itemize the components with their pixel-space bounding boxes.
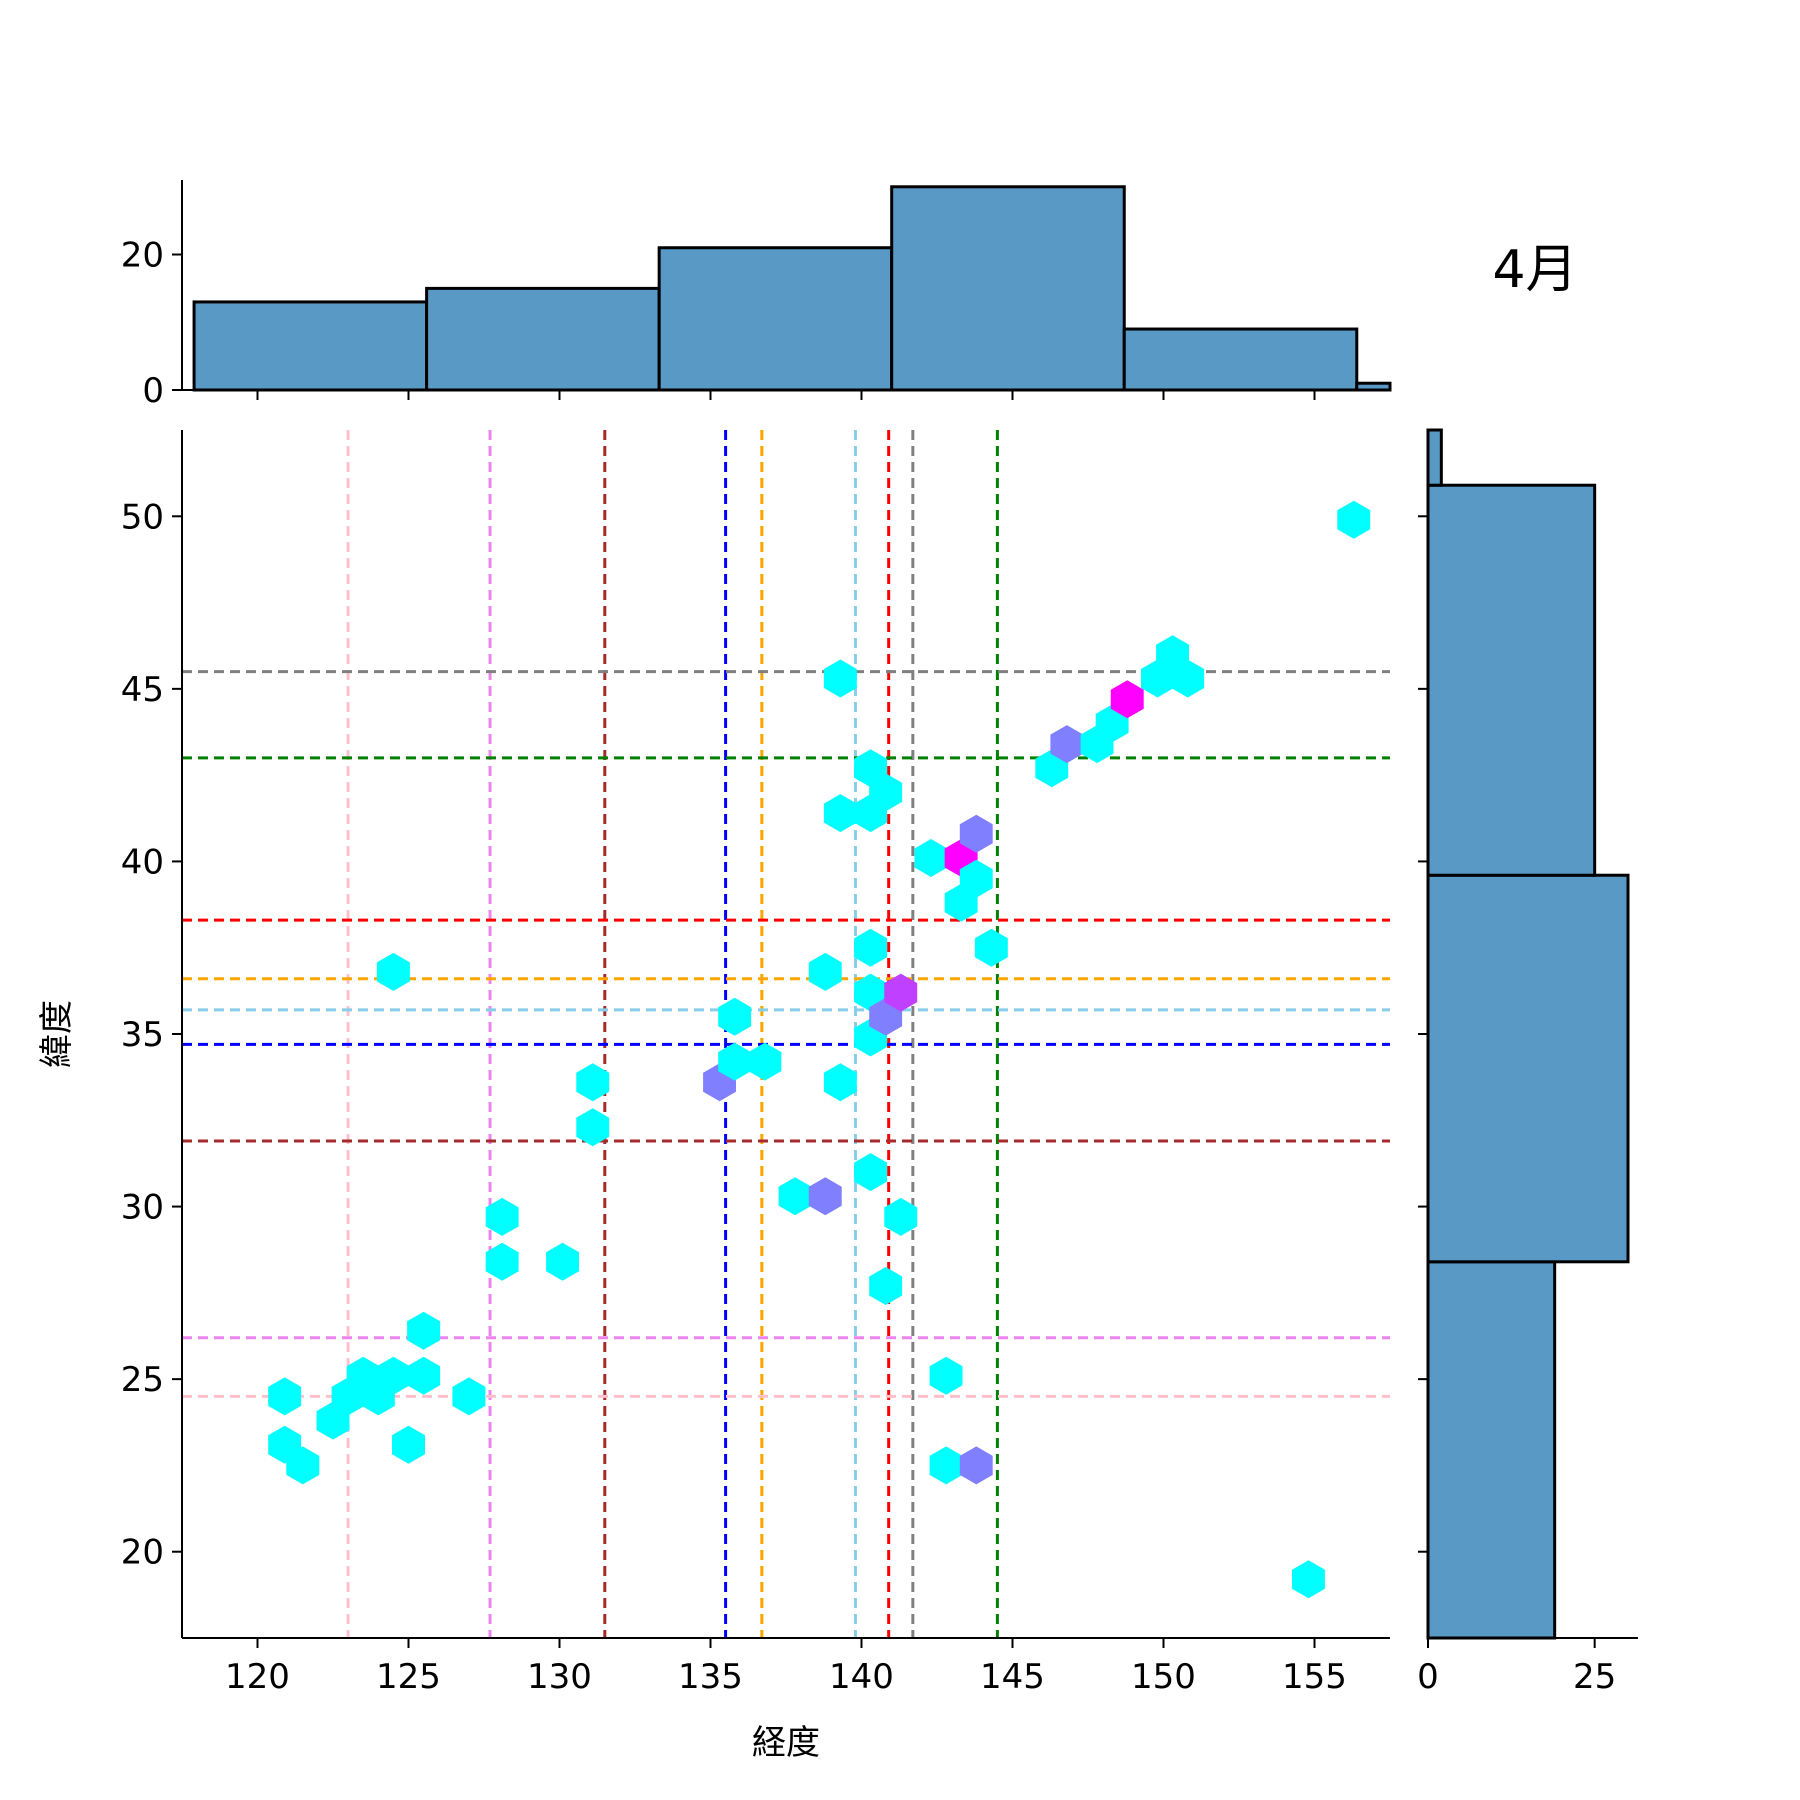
x-tick-label: 145 bbox=[980, 1657, 1045, 1697]
hexbin-cell bbox=[718, 997, 752, 1036]
x-tick-label: 135 bbox=[678, 1657, 743, 1697]
marginal-y-bar bbox=[1426, 873, 1630, 1264]
hexbin-cell bbox=[376, 952, 410, 991]
marginal-x-bar bbox=[425, 286, 661, 392]
y-tick-label: 40 bbox=[121, 842, 164, 882]
hexbin-cell bbox=[376, 1356, 410, 1395]
hexbin-cell bbox=[823, 794, 857, 833]
hexbin-cell bbox=[808, 1177, 842, 1216]
hexbin-cell bbox=[452, 1377, 486, 1416]
hexbin-cell bbox=[286, 1446, 320, 1485]
marginal-x-bar bbox=[192, 300, 429, 392]
marginal-y-bar bbox=[1426, 1260, 1557, 1640]
chart-title: 4月 bbox=[1492, 240, 1577, 300]
hexbin-cell bbox=[392, 1425, 425, 1464]
hexbin-cell bbox=[485, 1242, 519, 1281]
hexbin-cell bbox=[884, 973, 918, 1012]
hexbin-cell bbox=[808, 952, 842, 991]
x-tick-label: 125 bbox=[376, 1657, 441, 1697]
hexbin-cell bbox=[485, 1197, 519, 1236]
hexbin-cell bbox=[576, 1063, 610, 1102]
marginal-x-ticks: 0 20 bbox=[121, 236, 1316, 411]
hexbin-cell bbox=[929, 1356, 963, 1395]
y-tick-label: 30 bbox=[121, 1188, 164, 1228]
hexbin-cell bbox=[823, 1063, 857, 1102]
hexbin-cell bbox=[1171, 659, 1205, 698]
hexbin-cell bbox=[407, 1356, 441, 1395]
hexbin-cell bbox=[778, 1177, 812, 1216]
marginal-x-tick-label: 0 bbox=[142, 371, 164, 411]
hexbin-cell bbox=[823, 659, 857, 698]
x-tick-label: 150 bbox=[1131, 1657, 1196, 1697]
y-tick-label: 35 bbox=[121, 1015, 164, 1055]
hexbin-cell bbox=[929, 1446, 963, 1485]
hexbin-cell bbox=[869, 773, 903, 812]
marginal-y-ticks: 0 25 bbox=[1417, 515, 1616, 1697]
marginal-y-bars bbox=[1426, 428, 1630, 1640]
marginal-x-tick-label: 20 bbox=[121, 236, 164, 276]
marginal-x-bar bbox=[1355, 381, 1392, 392]
marginal-y-bar bbox=[1426, 428, 1443, 487]
hexbin-cell bbox=[854, 1153, 887, 1192]
hexbin-cell bbox=[748, 1042, 782, 1081]
reference-lines bbox=[182, 430, 1390, 1638]
marginal-y-tick-label: 0 bbox=[1417, 1657, 1439, 1697]
marginal-y-bar bbox=[1426, 483, 1597, 877]
marginal-x-bar bbox=[657, 246, 894, 392]
hexbin-cell bbox=[914, 839, 948, 877]
marginal-x-bar bbox=[890, 185, 1126, 392]
y-tick-label: 45 bbox=[121, 670, 164, 710]
y-tick-label: 20 bbox=[121, 1533, 164, 1573]
marginal-y-histogram: 0 25 bbox=[1417, 428, 1638, 1697]
hexbin-cell bbox=[854, 928, 887, 967]
marginal-x-histogram: 0 20 bbox=[121, 180, 1392, 411]
x-tick-label: 140 bbox=[829, 1657, 894, 1697]
x-axis-label: 経度 bbox=[752, 1723, 820, 1763]
x-ticks: 120 125 130 135 140 145 150 155 bbox=[225, 1638, 1347, 1697]
hexbin-cell bbox=[546, 1242, 579, 1281]
joint-axes: 120 125 130 135 140 145 150 155 20253035404550 … bbox=[37, 430, 1390, 1763]
hexbin-cell bbox=[1292, 1560, 1325, 1599]
hexbin-cell bbox=[1050, 725, 1084, 764]
hexbin-cell bbox=[1337, 500, 1371, 539]
x-tick-label: 130 bbox=[527, 1657, 592, 1697]
hexbin-layer bbox=[268, 500, 1371, 1599]
hexbin-cell bbox=[576, 1108, 610, 1147]
hexbin-cell bbox=[959, 1446, 993, 1485]
hexbin-cell bbox=[718, 1042, 752, 1081]
hexbin-cell bbox=[884, 1197, 918, 1236]
x-tick-label: 155 bbox=[1282, 1657, 1347, 1697]
marginal-x-bar bbox=[1122, 327, 1359, 392]
y-axis-label: 緯度 bbox=[37, 1000, 77, 1068]
hexbin-cell bbox=[959, 859, 993, 898]
y-tick-label: 25 bbox=[121, 1360, 164, 1400]
hexbin-cell bbox=[959, 814, 993, 853]
hexbin-cell bbox=[268, 1377, 302, 1416]
marginal-x-bars bbox=[192, 185, 1392, 392]
y-ticks: 20 25 30 35 40 45 50 bbox=[121, 497, 182, 1573]
hexbin-cell bbox=[974, 928, 1008, 967]
hexbin-cell bbox=[407, 1311, 441, 1350]
hexbin-cell bbox=[1110, 680, 1144, 719]
hexbin-cell bbox=[869, 1267, 903, 1305]
y-tick-label: 50 bbox=[121, 497, 164, 537]
x-tick-label: 120 bbox=[225, 1657, 290, 1697]
marginal-y-tick-label: 25 bbox=[1573, 1657, 1616, 1697]
